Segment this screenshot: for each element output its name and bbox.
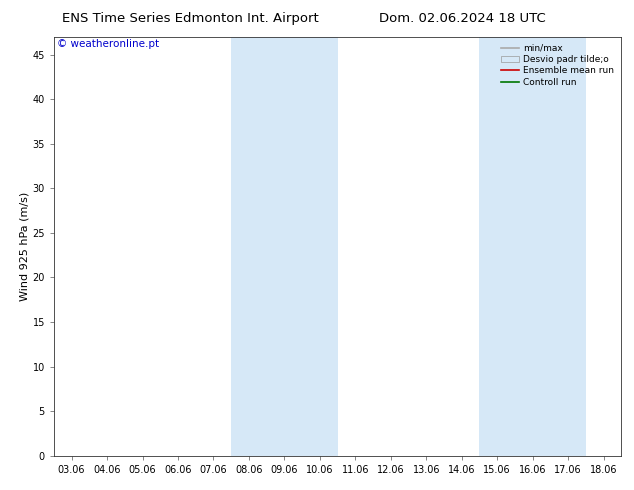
Bar	[231, 37, 337, 456]
Legend: min/max, Desvio padr tilde;o, Ensemble mean run, Controll run: min/max, Desvio padr tilde;o, Ensemble m…	[499, 41, 617, 90]
Y-axis label: Wind 925 hPa (m/s): Wind 925 hPa (m/s)	[20, 192, 30, 301]
Text: © weatheronline.pt: © weatheronline.pt	[56, 39, 159, 49]
Text: ENS Time Series Edmonton Int. Airport: ENS Time Series Edmonton Int. Airport	[62, 12, 318, 25]
Bar	[479, 37, 586, 456]
Text: Dom. 02.06.2024 18 UTC: Dom. 02.06.2024 18 UTC	[379, 12, 547, 25]
